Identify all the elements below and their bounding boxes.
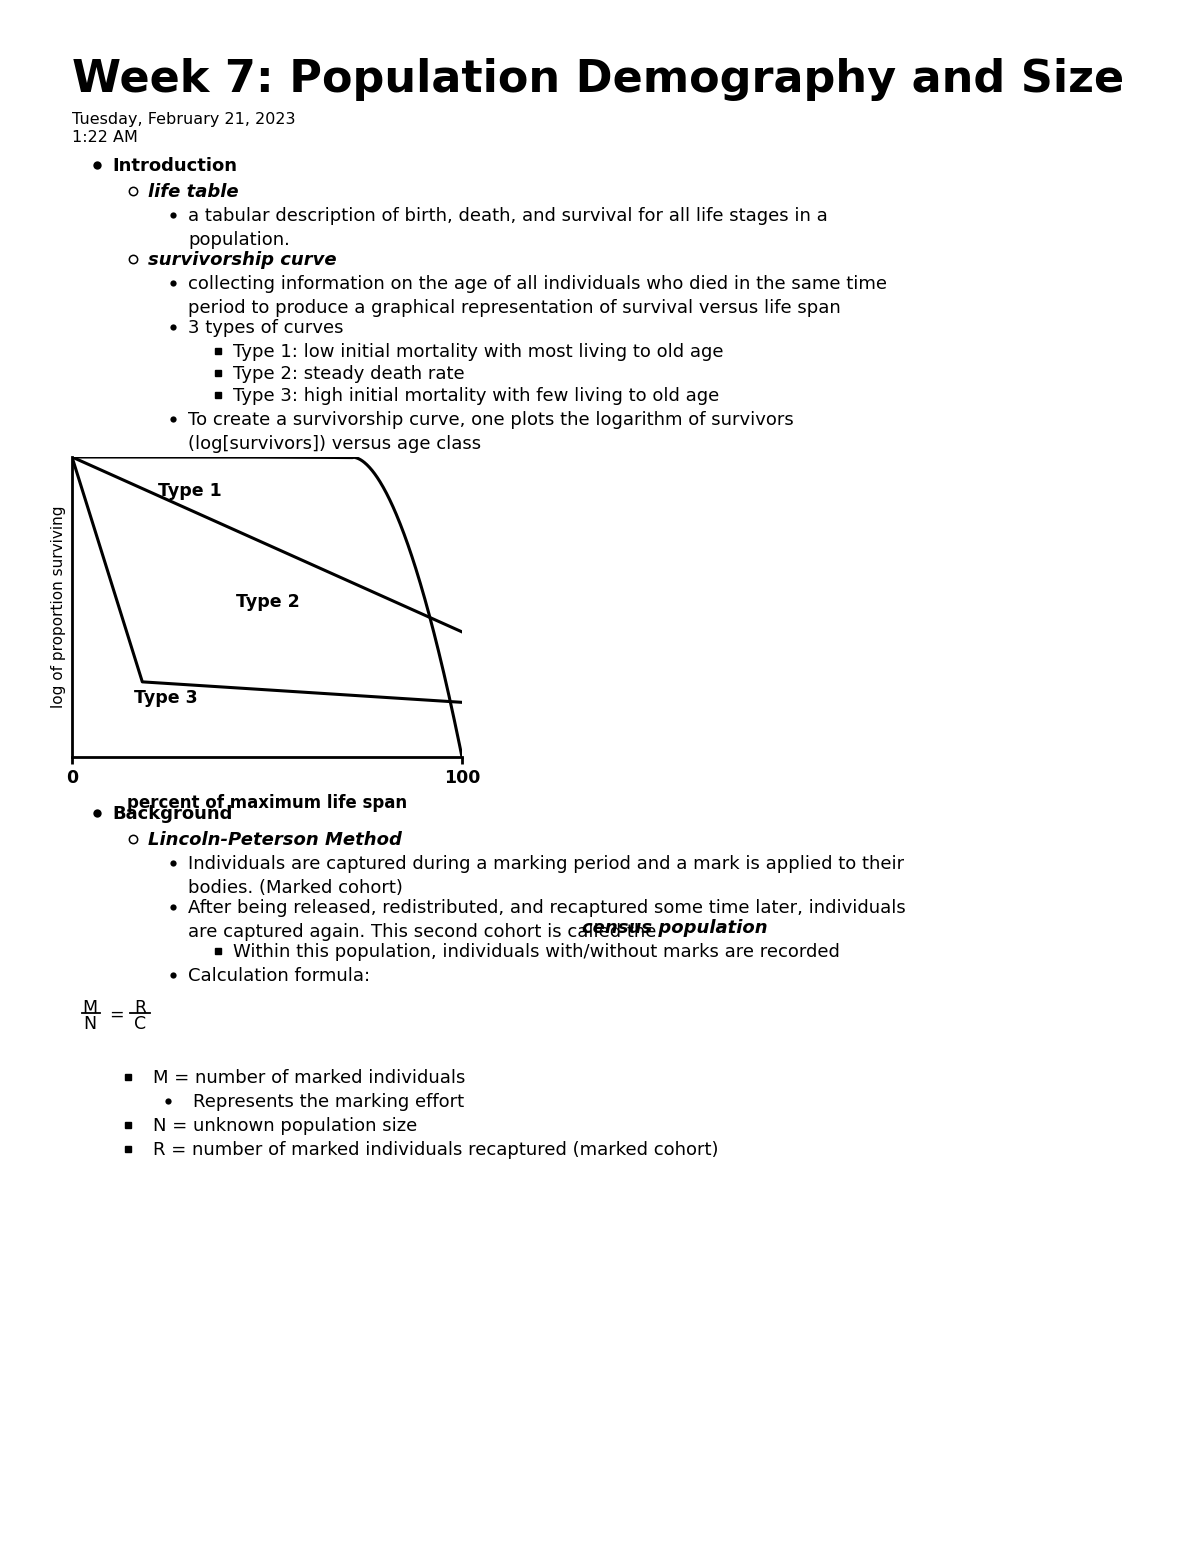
Text: 1:22 AM: 1:22 AM (72, 130, 138, 144)
Text: Type 3: Type 3 (134, 690, 198, 707)
X-axis label: percent of maximum life span: percent of maximum life span (127, 794, 407, 812)
Text: After being released, redistributed, and recaptured some time later, individuals: After being released, redistributed, and… (188, 899, 906, 941)
Text: life table: life table (148, 183, 239, 200)
Text: a tabular description of birth, death, and survival for all life stages in a
pop: a tabular description of birth, death, a… (188, 207, 828, 250)
Text: Lincoln-Peterson Method: Lincoln-Peterson Method (148, 831, 402, 849)
Text: Type 2: Type 2 (235, 593, 300, 610)
Text: N: N (84, 1016, 96, 1033)
Text: Tuesday, February 21, 2023: Tuesday, February 21, 2023 (72, 112, 295, 127)
Text: Within this population, individuals with/without marks are recorded: Within this population, individuals with… (233, 943, 840, 961)
Text: Type 2: steady death rate: Type 2: steady death rate (233, 365, 464, 384)
Text: Type 1: low initial mortality with most living to old age: Type 1: low initial mortality with most … (233, 343, 724, 360)
Text: M: M (83, 999, 97, 1017)
Text: census population: census population (582, 919, 768, 936)
Text: C: C (134, 1016, 146, 1033)
Text: Individuals are captured during a marking period and a mark is applied to their
: Individuals are captured during a markin… (188, 856, 904, 898)
Text: Week 7: Population Demography and Size: Week 7: Population Demography and Size (72, 57, 1124, 101)
Y-axis label: log of proportion surviving: log of proportion surviving (52, 506, 66, 708)
Text: =: = (109, 1006, 124, 1023)
Text: 3 types of curves: 3 types of curves (188, 318, 343, 337)
Text: To create a survivorship curve, one plots the logarithm of survivors
(log[surviv: To create a survivorship curve, one plot… (188, 412, 793, 453)
Text: Type 1: Type 1 (158, 481, 222, 500)
Text: R: R (134, 999, 146, 1017)
Text: Calculation formula:: Calculation formula: (188, 968, 370, 985)
Text: M = number of marked individuals: M = number of marked individuals (154, 1068, 466, 1087)
Text: R = number of marked individuals recaptured (marked cohort): R = number of marked individuals recaptu… (154, 1141, 719, 1159)
Text: Introduction: Introduction (112, 157, 238, 175)
Text: survivorship curve: survivorship curve (148, 252, 337, 269)
Text: N = unknown population size: N = unknown population size (154, 1117, 418, 1135)
Text: Background: Background (112, 804, 233, 823)
Text: .: . (726, 919, 732, 936)
Text: Represents the marking effort: Represents the marking effort (193, 1093, 464, 1110)
Text: collecting information on the age of all individuals who died in the same time
p: collecting information on the age of all… (188, 275, 887, 317)
Text: Type 3: high initial mortality with few living to old age: Type 3: high initial mortality with few … (233, 387, 719, 405)
